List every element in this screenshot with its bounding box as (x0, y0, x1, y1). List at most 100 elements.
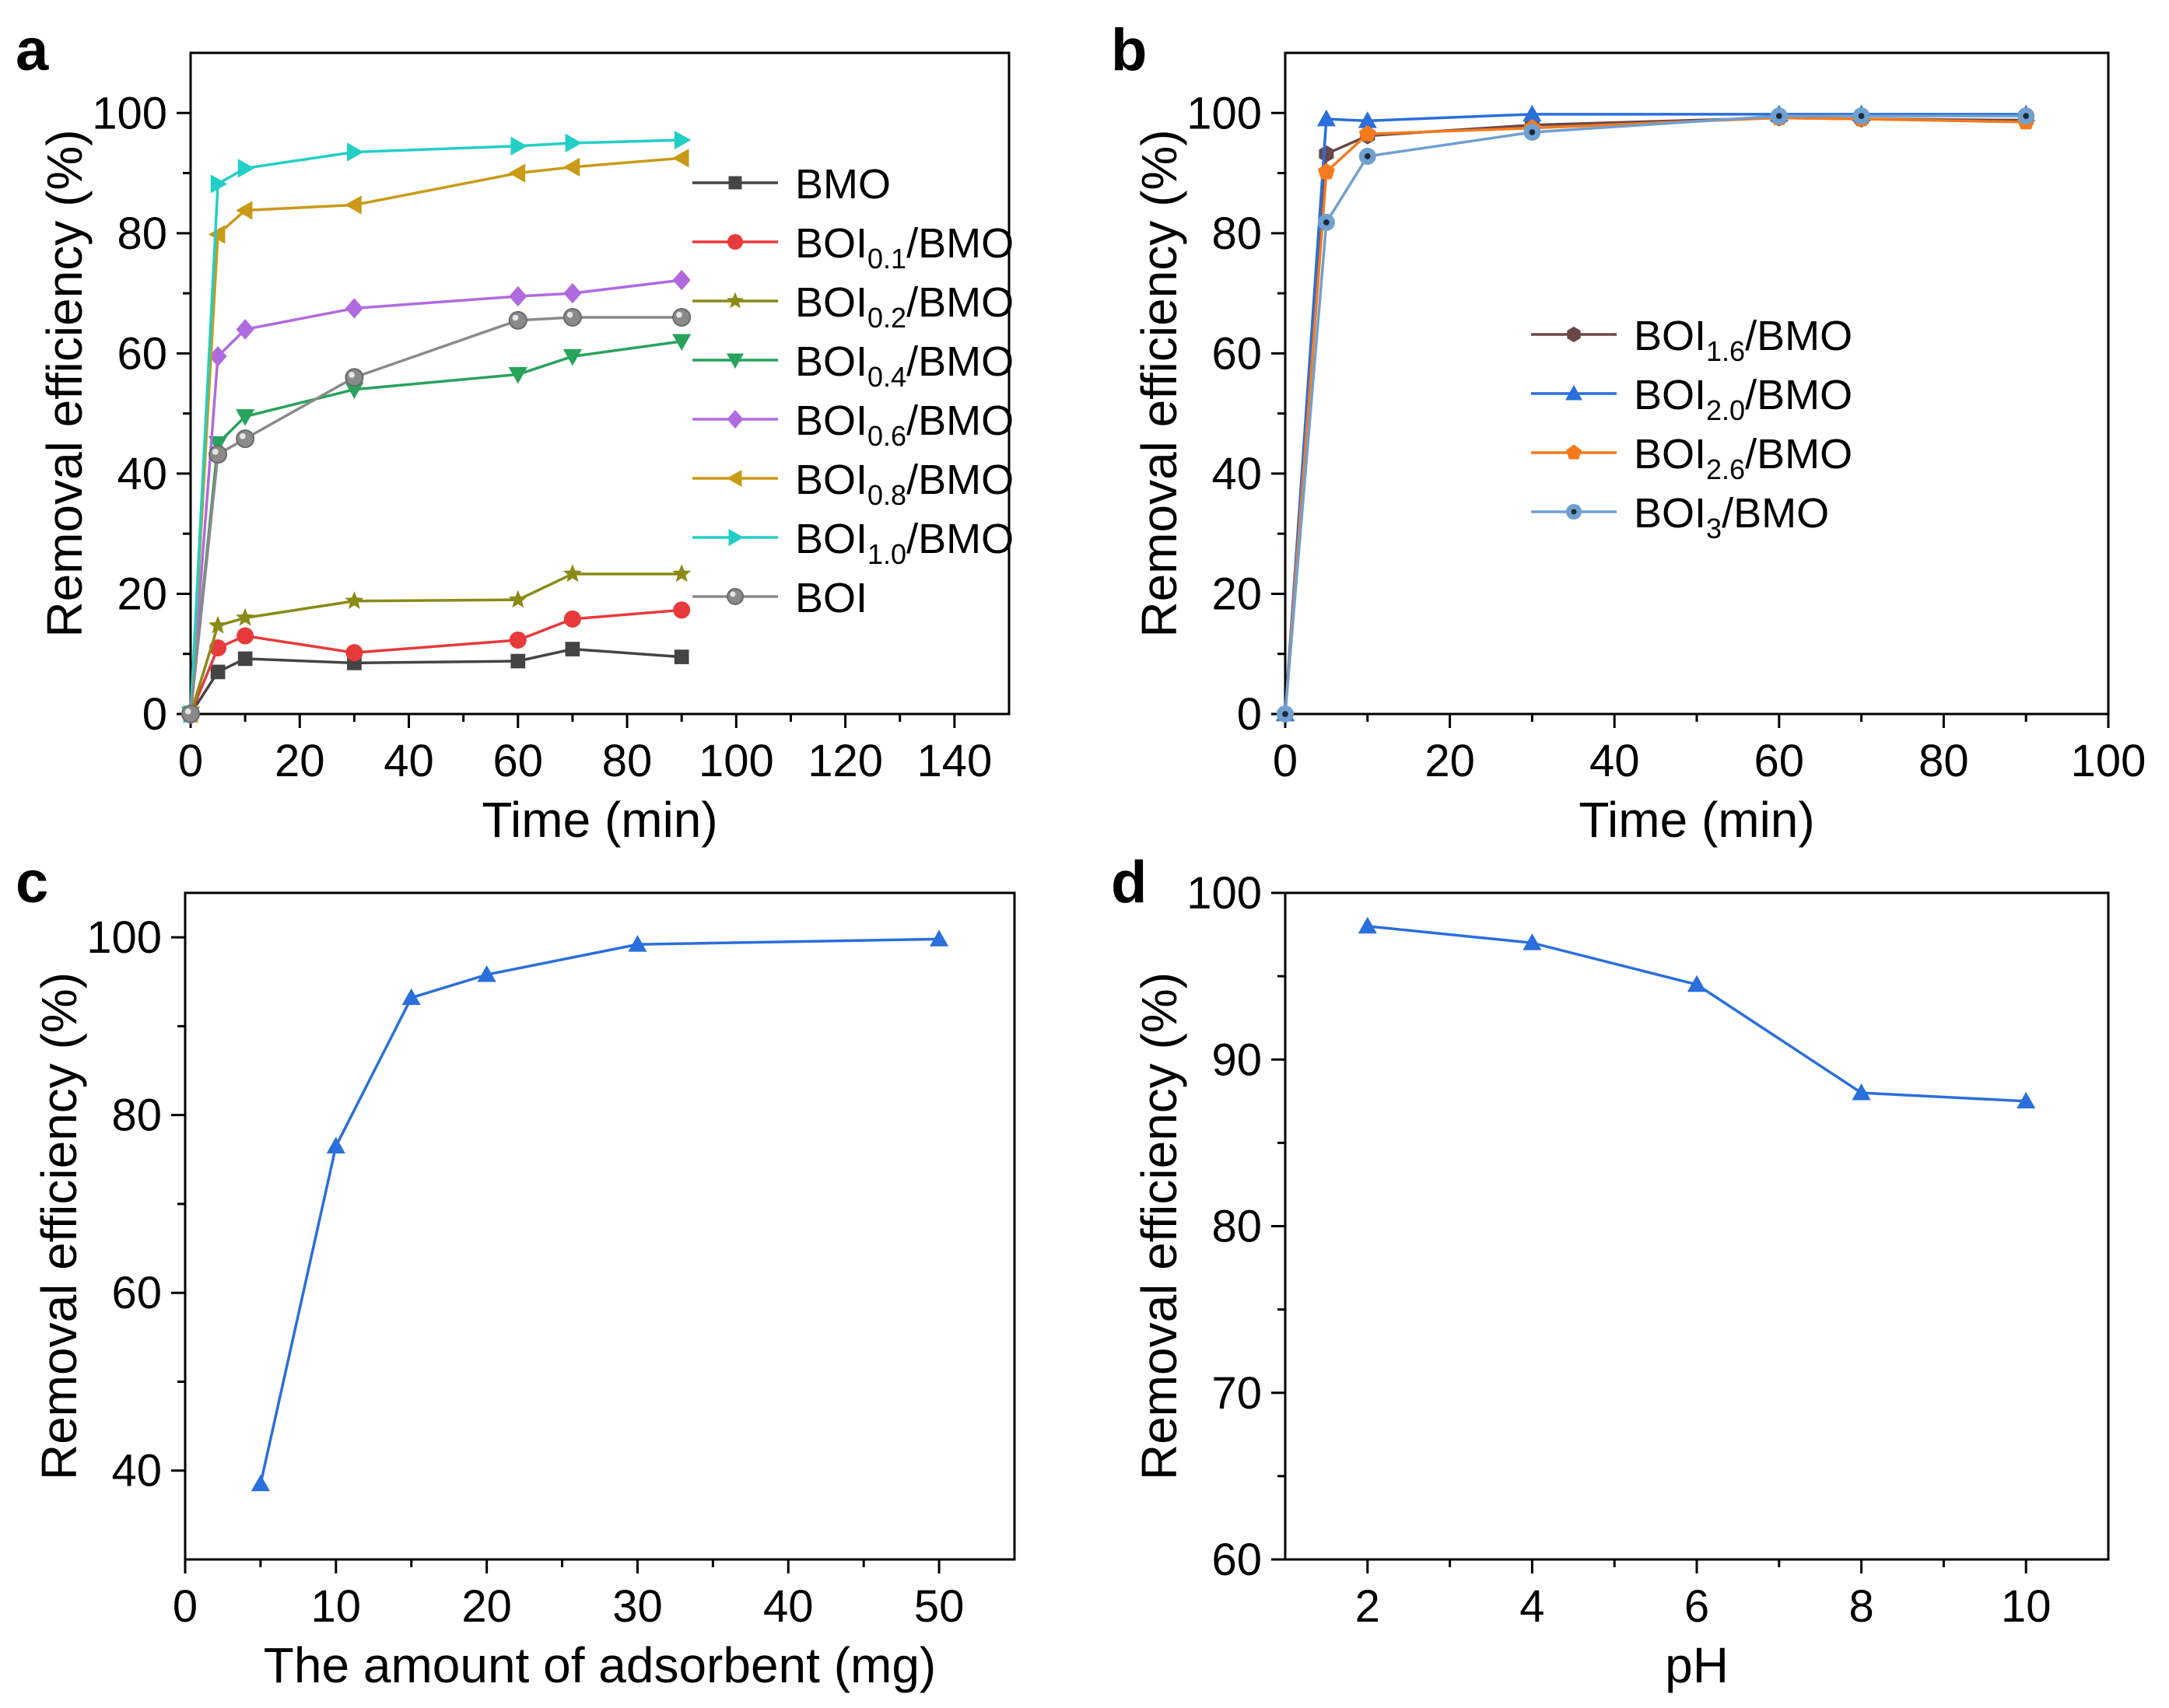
data-point (508, 367, 527, 384)
data-point (237, 627, 254, 645)
data-point-highlight (512, 314, 519, 321)
y-tick-label: 60 (111, 1268, 162, 1318)
y-tick-label: 20 (117, 569, 167, 619)
legend-marker (1565, 385, 1582, 401)
legend-label: BOI2.6/BMO (1634, 431, 1852, 485)
data-point (477, 965, 496, 982)
y-tick-label: 80 (111, 1090, 162, 1141)
data-point (2017, 1091, 2036, 1109)
data-point (510, 136, 527, 156)
data-point (237, 159, 255, 178)
data-point-dot (1858, 113, 1865, 119)
x-tick-label: 60 (1754, 736, 1805, 786)
plot-frame (189, 51, 1011, 716)
x-tick-label: 20 (275, 736, 325, 786)
legend-label: BOI0.6/BMO (795, 397, 1014, 452)
data-point (562, 348, 583, 366)
legend-label: BOI0.1/BMO (795, 220, 1014, 275)
x-tick-label: 10 (2001, 1581, 2052, 1632)
data-point-highlight (349, 372, 355, 378)
legend-marker (728, 529, 744, 546)
x-tick-label: 8 (1848, 1581, 1873, 1632)
data-point-highlight (566, 311, 573, 318)
y-axis-label: Removal efficiency (%) (1131, 129, 1187, 637)
data-point (562, 564, 582, 583)
data-point-dot (2023, 113, 2030, 119)
y-tick-label: 20 (1211, 569, 1262, 619)
x-tick-label: 0 (1273, 736, 1298, 786)
data-point-highlight (184, 708, 191, 715)
x-axis-label: pH (1665, 1637, 1729, 1693)
y-tick-label: 40 (1211, 449, 1262, 499)
y-tick-label: 60 (117, 328, 167, 379)
data-point (563, 282, 582, 304)
data-point-dot (1282, 711, 1288, 717)
data-point (1358, 916, 1377, 934)
data-point (562, 157, 580, 177)
data-point (562, 308, 582, 327)
data-point (672, 334, 692, 352)
x-axis-label: Time (min) (482, 792, 717, 848)
data-point (1317, 163, 1335, 180)
legend-marker (727, 588, 744, 605)
panel-letter: b (1111, 17, 1147, 83)
panel-c: c 0 10 20 30 40 50 40 60 80 100 The amount of adsor… (16, 849, 1016, 1693)
series-BOI0.4/BMO (180, 334, 692, 724)
panel-d: d 2 4 6 8 10 60 70 80 90 100 pH Removal efficiency (… (1111, 849, 2110, 1693)
data-point (347, 142, 364, 162)
data-point (236, 429, 255, 449)
y-tick-label: 0 (1237, 689, 1262, 740)
legend-label: BOI2.0/BMO (1634, 372, 1852, 426)
x-tick-label: 140 (916, 736, 992, 786)
series-line (189, 316, 682, 715)
data-point (1852, 1083, 1871, 1101)
data-point (401, 988, 421, 1006)
data-point (208, 346, 227, 367)
data-point (672, 564, 692, 583)
y-tick-label: 80 (117, 208, 167, 259)
series-removal (1358, 916, 2036, 1109)
x-tick-label: 10 (311, 1581, 362, 1632)
data-point (1687, 975, 1707, 992)
legend-label: BOI3/BMO (1634, 490, 1829, 544)
plot-frame (184, 891, 1016, 1561)
series-BOI (181, 308, 692, 723)
legend-marker (727, 234, 743, 250)
data-point (1358, 111, 1377, 128)
data-point (565, 133, 583, 153)
legend-marker (727, 410, 744, 429)
series-BOI3/BMO (1277, 107, 2035, 723)
legend-label: BOI0.2/BMO (795, 279, 1014, 334)
series-BOI1.0/BMO (183, 130, 692, 724)
y-tick-label: 70 (1211, 1368, 1262, 1419)
data-point (672, 269, 691, 291)
data-point-dot (1323, 219, 1330, 226)
x-tick-label: 120 (808, 736, 883, 786)
legend-label: BOI1.6/BMO (1634, 313, 1852, 367)
legend-marker (727, 292, 744, 309)
series-line (259, 937, 940, 1485)
data-point (345, 644, 363, 662)
data-point (1316, 109, 1336, 127)
x-axis-label: Time (min) (1579, 792, 1814, 848)
x-tick-label: 60 (493, 736, 544, 786)
data-point (563, 610, 581, 628)
x-tick-label: 40 (384, 736, 434, 786)
legend-label: BOI (795, 575, 867, 621)
y-tick-label: 40 (117, 449, 167, 499)
data-point (236, 319, 254, 340)
x-axis-label: The amount of adsorbent (mg) (264, 1637, 936, 1693)
data-point-dot (1775, 113, 1782, 119)
x-tick-label: 4 (1519, 1581, 1544, 1632)
y-axis-label: Removal efficiency (%) (37, 129, 93, 637)
series-BOI0.1/BMO (182, 601, 691, 723)
x-tick-label: 50 (914, 1581, 965, 1632)
y-tick-label: 60 (1211, 1535, 1262, 1585)
series-BMO (183, 642, 689, 722)
panel-letter: a (16, 17, 49, 83)
series-BOI0.6/BMO (181, 269, 691, 725)
legend-marker-highlight (730, 591, 736, 597)
data-point (208, 615, 228, 634)
data-point (1358, 124, 1376, 142)
data-point-highlight (239, 432, 246, 439)
